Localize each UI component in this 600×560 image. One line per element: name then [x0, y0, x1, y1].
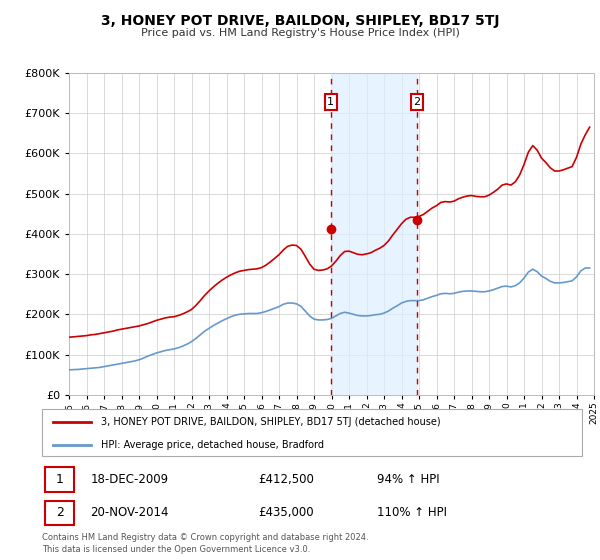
Text: Price paid vs. HM Land Registry's House Price Index (HPI): Price paid vs. HM Land Registry's House …: [140, 28, 460, 38]
Text: 3, HONEY POT DRIVE, BAILDON, SHIPLEY, BD17 5TJ: 3, HONEY POT DRIVE, BAILDON, SHIPLEY, BD…: [101, 14, 499, 28]
Bar: [331, 73, 417, 395]
Text: £412,500: £412,500: [258, 473, 314, 486]
FancyBboxPatch shape: [45, 467, 74, 492]
Text: 3, HONEY POT DRIVE, BAILDON, SHIPLEY, BD17 5TJ (detached house): 3, HONEY POT DRIVE, BAILDON, SHIPLEY, BD…: [101, 417, 441, 427]
Text: 18-DEC-2009: 18-DEC-2009: [91, 473, 169, 486]
Text: 110% ↑ HPI: 110% ↑ HPI: [377, 506, 447, 520]
Text: Contains HM Land Registry data © Crown copyright and database right 2024.
This d: Contains HM Land Registry data © Crown c…: [42, 533, 368, 554]
Text: 20-NOV-2014: 20-NOV-2014: [91, 506, 169, 520]
Text: 2: 2: [56, 506, 64, 520]
Text: 1: 1: [328, 97, 334, 107]
Text: £435,000: £435,000: [258, 506, 314, 520]
Text: 1: 1: [56, 473, 64, 486]
Text: 94% ↑ HPI: 94% ↑ HPI: [377, 473, 439, 486]
FancyBboxPatch shape: [45, 501, 74, 525]
Text: HPI: Average price, detached house, Bradford: HPI: Average price, detached house, Brad…: [101, 440, 325, 450]
Text: 2: 2: [413, 97, 421, 107]
